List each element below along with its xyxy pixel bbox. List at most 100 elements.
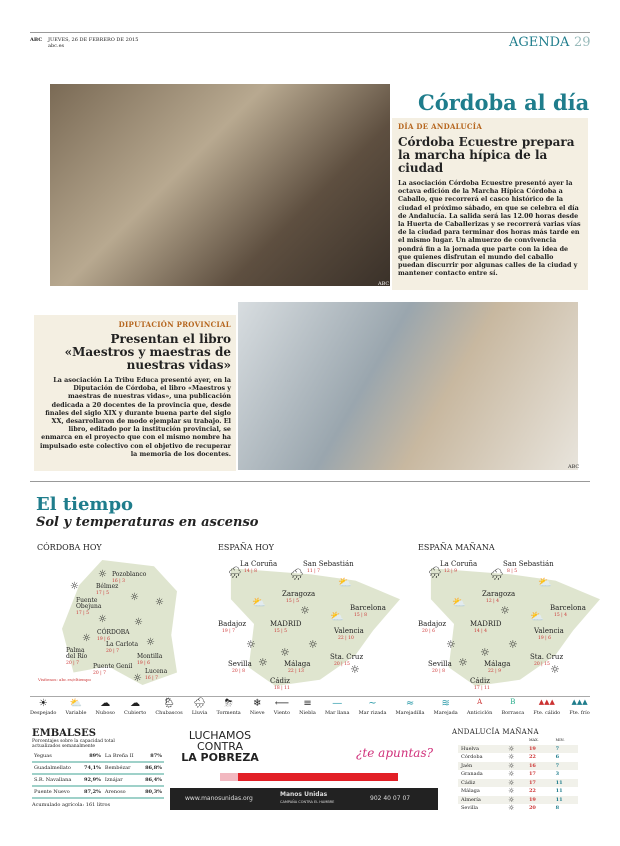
map-city-temp: 11 | 7 (307, 569, 320, 574)
reservoir-row: Puente Nuevo 87,2% Arenoso 80,3% (32, 786, 164, 799)
weather-icon: ☼ (350, 663, 360, 676)
weather-icon: ⛅ (538, 576, 552, 589)
reservoirs: EMBALSES Porcentajes sobre la capacidad … (32, 728, 164, 808)
blank (458, 736, 505, 745)
map-city-temp: 8 | 5 (507, 569, 518, 574)
map-city-temp: 20 | 8 (432, 669, 445, 674)
weather-icon: ☼ (480, 646, 490, 659)
map-city-temp: 20 | 6 (422, 629, 435, 634)
photo2-credit: ABC (568, 464, 580, 470)
sun-icon: ☼ (508, 804, 515, 813)
reservoir-value: 80,3% (140, 786, 164, 799)
map-city-label: Bélmez (96, 583, 119, 590)
sun-icon: ☼ (98, 614, 107, 625)
map-city-label: Sta. Cruz (530, 653, 564, 661)
map-city-temp: 15 | 8 (354, 613, 367, 618)
map-city-temp: 20 | 7 (66, 661, 79, 666)
city-name: Sevilla (461, 805, 478, 812)
legend-icon: ❄ (253, 698, 262, 709)
legend-label: Nuboso (95, 710, 115, 716)
map-city-temp: 16 | 3 (112, 579, 125, 584)
temp-max: 20 (528, 805, 536, 812)
reservoirs-title: EMBALSES (32, 728, 96, 739)
city-name: Cádiz (461, 779, 476, 786)
andalucia-row: Córdoba ☼ 22 6 (458, 753, 578, 762)
map-city-temp: 19 | 6 (137, 661, 150, 666)
map-city-label: Valencia (334, 627, 364, 635)
manos-unidas-ad[interactable]: LUCHAMOS CONTRA LA POBREZA ¿te apuntas? … (170, 728, 438, 814)
section-title: Córdoba al día (418, 90, 590, 115)
temp-max: 22 (528, 788, 536, 795)
weather-icon: ⛅ (530, 610, 544, 623)
reservoir-value: 92,9% (79, 774, 103, 787)
map-city-label: La Coruña (240, 560, 278, 568)
map-city-temp: 15 | 4 (554, 613, 567, 618)
map-city-label: Barcelona (550, 604, 586, 612)
legend-icon: ☀ (38, 698, 48, 709)
legend-item-marejadilla: ≈ Marejadilla (396, 698, 425, 716)
map-city-label: Palma del Río (66, 647, 88, 660)
temp-min: 11 (555, 779, 563, 786)
header-date: JUEVES, 26 DE FEBRERO DE 2015 (48, 37, 139, 43)
sun-icon: ☼ (155, 597, 164, 608)
legend-icon: ⛅ (69, 698, 83, 709)
sun-icon: ☼ (98, 569, 107, 580)
legend-item-despejado: ☀ Despejado (30, 698, 56, 716)
map-city-temp: 14 | 4 (474, 629, 487, 634)
weather-icon: ⛅ (252, 596, 266, 609)
legend-item-tormenta: ⛈ Tormenta (217, 698, 241, 716)
legend-item-mar-rizada: ∼ Mar rizada (359, 698, 387, 716)
legend-label: Mar llana (324, 710, 350, 716)
legend-label: Fte. frío (569, 710, 590, 716)
map-city-temp: 22 | 9 (488, 669, 501, 674)
map-city-temp: 17 | 5 (96, 591, 109, 596)
legend-icon: 🌦 (162, 698, 176, 709)
sun-icon: ☼ (508, 753, 515, 762)
map-city-label: Zaragoza (482, 590, 516, 598)
map-city-temp: 19 | 6 (97, 637, 110, 642)
legend-icon: ∼ (368, 698, 377, 709)
weather-icon: 🌧 (290, 568, 304, 581)
andalucia-row: Almería ☼ 19 11 (458, 795, 578, 804)
andalucia-row: Granada ☼ 17 3 (458, 770, 578, 779)
reservoir-value: 87% (140, 751, 164, 763)
map-city-label: La Carlota (106, 641, 139, 648)
weather-icon: ☼ (550, 663, 560, 676)
story2-body: La asociación La Tribu Educa presentó ay… (39, 376, 231, 458)
map-city-temp: 20 | 15 (334, 662, 350, 667)
cordoba-map-title: CÓRDOBA HOY (37, 543, 102, 552)
map-city-temp: 20 | 8 (232, 669, 245, 674)
ad-phone: 902 40 07 07 (370, 795, 411, 802)
legend-item-mar-llana: — Mar llana (325, 698, 349, 716)
reservoirs-table: Yeguas 89% La Breña II 87% Guadalmellato 74,1… (32, 751, 164, 799)
reservoir-row: Yeguas 89% La Breña II 87% (32, 751, 164, 763)
spain-today-title: ESPAÑA HOY (218, 543, 274, 552)
weather-icon: ☼ (458, 656, 468, 669)
map-city-temp: 17 | 5 (76, 611, 89, 616)
map-city-temp: 20 | 15 (534, 662, 550, 667)
sun-icon: ☼ (508, 787, 515, 796)
legend-label: Viento (273, 710, 291, 716)
legend-item-nieve: ❄ Nieve (250, 698, 265, 716)
map-city-temp: 19 | 6 (538, 636, 551, 641)
legend-label: Lluvia (191, 710, 208, 716)
sun-icon: ☼ (82, 633, 91, 644)
legend-item-marejada: ≋ Marejada (434, 698, 458, 716)
ad-line3: LA POBREZA (181, 751, 259, 764)
temp-max: 16 (528, 762, 536, 769)
ad-url[interactable]: www.manosunidas.org (185, 795, 253, 802)
weather-icon: ☼ (246, 638, 256, 651)
weather-icon: ☼ (280, 646, 290, 659)
weather-icon: ⛅ (330, 610, 344, 623)
legend-label: Nieve (249, 710, 265, 716)
ad-line1: LUCHAMOS (188, 729, 252, 742)
map-city-temp: 22 | 10 (338, 636, 354, 641)
andalucia-forecast: ANDALUCÍA MAÑANA MAX. MIN. Huelva ☼ 19 7 Córdo… (452, 728, 590, 813)
legend-item-borrasca: B Borrasca (501, 698, 524, 716)
weather-legend: ☀ Despejado ⛅ Variable ☁ Nuboso ☁ Cubierto 🌦 Chub… (30, 698, 590, 716)
sun-icon: ☼ (508, 770, 515, 779)
sun-icon: ☼ (508, 761, 515, 770)
map-city-label: Puente Genil (93, 663, 133, 670)
photo-horse-carriages (50, 84, 390, 286)
legend-icon: ☁ (100, 698, 111, 709)
